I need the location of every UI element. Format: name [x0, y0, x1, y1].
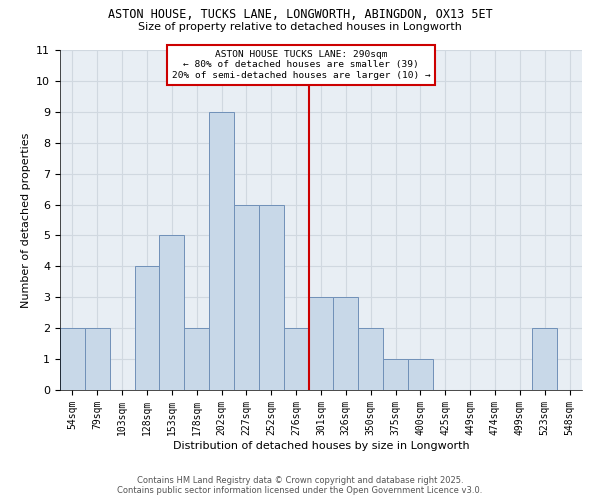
Bar	[160, 236, 184, 390]
Bar	[134, 266, 160, 390]
Text: Size of property relative to detached houses in Longworth: Size of property relative to detached ho…	[138, 22, 462, 32]
Y-axis label: Number of detached properties: Number of detached properties	[21, 132, 31, 308]
Bar	[60, 328, 85, 390]
Text: ASTON HOUSE TUCKS LANE: 290sqm
← 80% of detached houses are smaller (39)
20% of : ASTON HOUSE TUCKS LANE: 290sqm ← 80% of …	[172, 50, 430, 80]
Bar	[259, 204, 284, 390]
Bar	[209, 112, 234, 390]
Bar	[284, 328, 308, 390]
Bar	[184, 328, 209, 390]
Bar	[234, 204, 259, 390]
Bar	[383, 359, 408, 390]
Bar	[358, 328, 383, 390]
Bar	[334, 298, 358, 390]
X-axis label: Distribution of detached houses by size in Longworth: Distribution of detached houses by size …	[173, 440, 469, 450]
Bar	[408, 359, 433, 390]
Bar	[532, 328, 557, 390]
Text: ASTON HOUSE, TUCKS LANE, LONGWORTH, ABINGDON, OX13 5ET: ASTON HOUSE, TUCKS LANE, LONGWORTH, ABIN…	[107, 8, 493, 20]
Text: Contains HM Land Registry data © Crown copyright and database right 2025.
Contai: Contains HM Land Registry data © Crown c…	[118, 476, 482, 495]
Bar	[308, 298, 334, 390]
Bar	[85, 328, 110, 390]
